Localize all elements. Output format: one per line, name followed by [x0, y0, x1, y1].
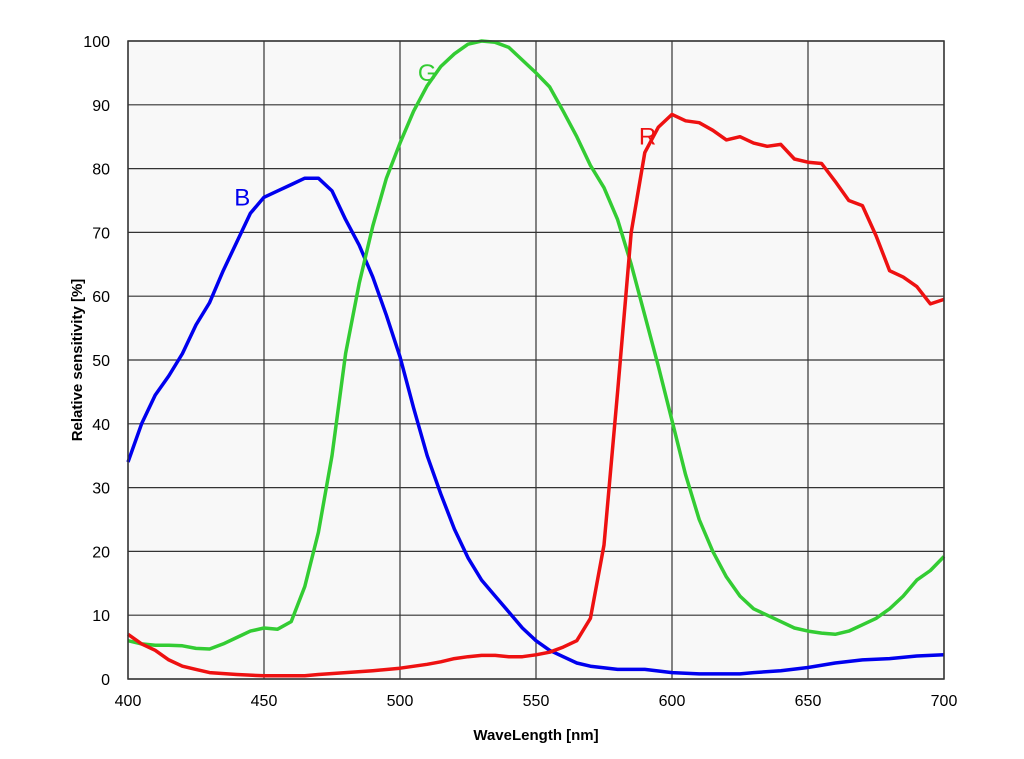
x-tick-label: 600 — [659, 693, 686, 710]
series-label-R: R — [639, 124, 656, 151]
y-axis-label: Relative sensitivity [%] — [69, 279, 86, 442]
x-axis-label: WaveLength [nm] — [473, 727, 598, 744]
x-tick-label: 550 — [523, 693, 550, 710]
y-tick-label: 40 — [92, 417, 110, 434]
y-tick-label: 30 — [92, 481, 110, 498]
series-label-G: G — [418, 60, 437, 87]
series-line-B — [126, 176, 945, 676]
x-tick-label: 400 — [115, 693, 142, 710]
series-line-R — [126, 112, 945, 678]
tick-labels: 400 450 500 550 600 650 700 0 10 20 30 40 50 60 70 80 90… — [83, 34, 957, 710]
plot-frame — [127, 40, 945, 680]
series-line-G — [127, 39, 946, 651]
y-tick-label: 60 — [92, 289, 110, 306]
y-tick-label: 80 — [92, 162, 110, 179]
x-tick-label: 500 — [387, 693, 414, 710]
x-tick-label: 650 — [795, 693, 822, 710]
series-lines: B G R — [126, 39, 946, 678]
y-tick-label: 20 — [92, 544, 110, 561]
y-tick-label: 10 — [92, 608, 110, 625]
y-tick-label: 90 — [92, 98, 110, 115]
y-tick-label: 50 — [92, 353, 110, 370]
x-tick-label: 450 — [251, 693, 278, 710]
series-label-B: B — [234, 184, 250, 211]
y-tick-label: 100 — [83, 34, 110, 51]
y-tick-label: 70 — [92, 225, 110, 242]
x-tick-label: 700 — [931, 693, 958, 710]
y-tick-label: 0 — [101, 672, 110, 689]
